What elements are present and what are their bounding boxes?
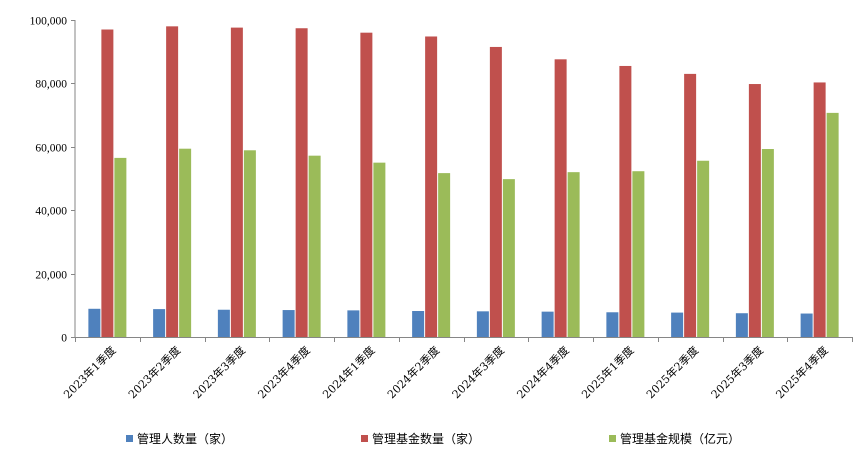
bar-series2-6 [502,179,515,337]
bar-series1-7 [554,59,567,338]
legend-item-fund-size: 管理基金规模（亿元） [609,430,740,447]
bar-series2-5 [438,173,451,337]
legend-swatch-managers [126,435,133,442]
bar-series0-10 [735,313,748,337]
bar-series0-2 [217,309,230,337]
x-category-label: 2024年1季度 [320,343,378,401]
legend-label-fund-count: 管理基金数量（家） [372,432,481,446]
y-tick-label: 20,000 [35,270,67,282]
bar-series0-11 [800,313,813,337]
x-category-label: 2023年3季度 [190,343,248,401]
legend-swatch-fund-count [361,435,368,442]
x-category-label: 2025年4季度 [773,343,831,401]
bar-series1-8 [619,65,632,337]
bar-series2-4 [373,162,386,337]
legend-item-fund-count: 管理基金数量（家） [361,430,480,447]
legend-swatch-fund-size [609,435,616,442]
y-tick-label: 0 [61,333,67,345]
legend-item-managers: 管理人数量（家） [126,430,233,447]
x-category-label: 2023年2季度 [125,343,183,401]
bar-series0-6 [476,311,489,337]
bar-series0-5 [412,311,425,337]
bar-series1-4 [360,32,373,338]
bar-series0-0 [88,308,101,337]
x-category-label: 2024年4季度 [514,343,572,401]
bar-series1-11 [813,82,826,337]
y-tick-label: 100,000 [30,16,68,28]
x-category-label: 2025年1季度 [579,343,637,401]
x-category-label: 2023年4季度 [255,343,313,401]
bar-series1-6 [489,46,502,337]
x-category-label: 2025年3季度 [708,343,766,401]
legend-label-fund-size: 管理基金规模（亿元） [620,432,741,446]
bar-series1-5 [425,36,438,337]
bar-series2-9 [697,160,710,337]
bar-series2-10 [761,149,774,337]
bar-series2-2 [243,150,256,337]
bar-chart: 0 20,000 40,000 60,000 80,000 100,000 2023年1季度… [30,16,853,401]
axes [71,20,853,342]
x-category-label: 2024年3季度 [449,343,507,401]
bar-series1-3 [295,28,308,337]
bar-series0-7 [541,311,554,337]
bar-series1-10 [748,84,761,337]
bar-series2-1 [179,148,192,337]
bar-series2-8 [632,171,645,337]
bar-series0-9 [671,312,684,337]
bar-series1-2 [230,27,243,337]
bar-series1-1 [166,26,179,338]
bar-series1-0 [101,29,114,337]
legend-label-managers: 管理人数量（家） [137,432,234,446]
bar-series2-11 [826,112,839,337]
bar-series2-3 [308,155,321,337]
y-tick-label: 40,000 [35,206,67,218]
bar-series0-8 [606,312,619,337]
bars [88,26,839,338]
x-category-label: 2025年2季度 [643,343,701,401]
x-category-label: 2023年1季度 [61,343,119,401]
x-category-label: 2024年2季度 [384,343,442,401]
bar-series0-3 [282,310,295,337]
bar-series2-7 [567,172,580,337]
bar-series2-0 [114,157,127,337]
bar-series0-1 [153,309,166,337]
y-tick-label: 60,000 [35,143,67,155]
bar-series0-4 [347,310,360,337]
bar-series1-9 [684,73,697,337]
y-tick-label: 80,000 [35,79,67,91]
